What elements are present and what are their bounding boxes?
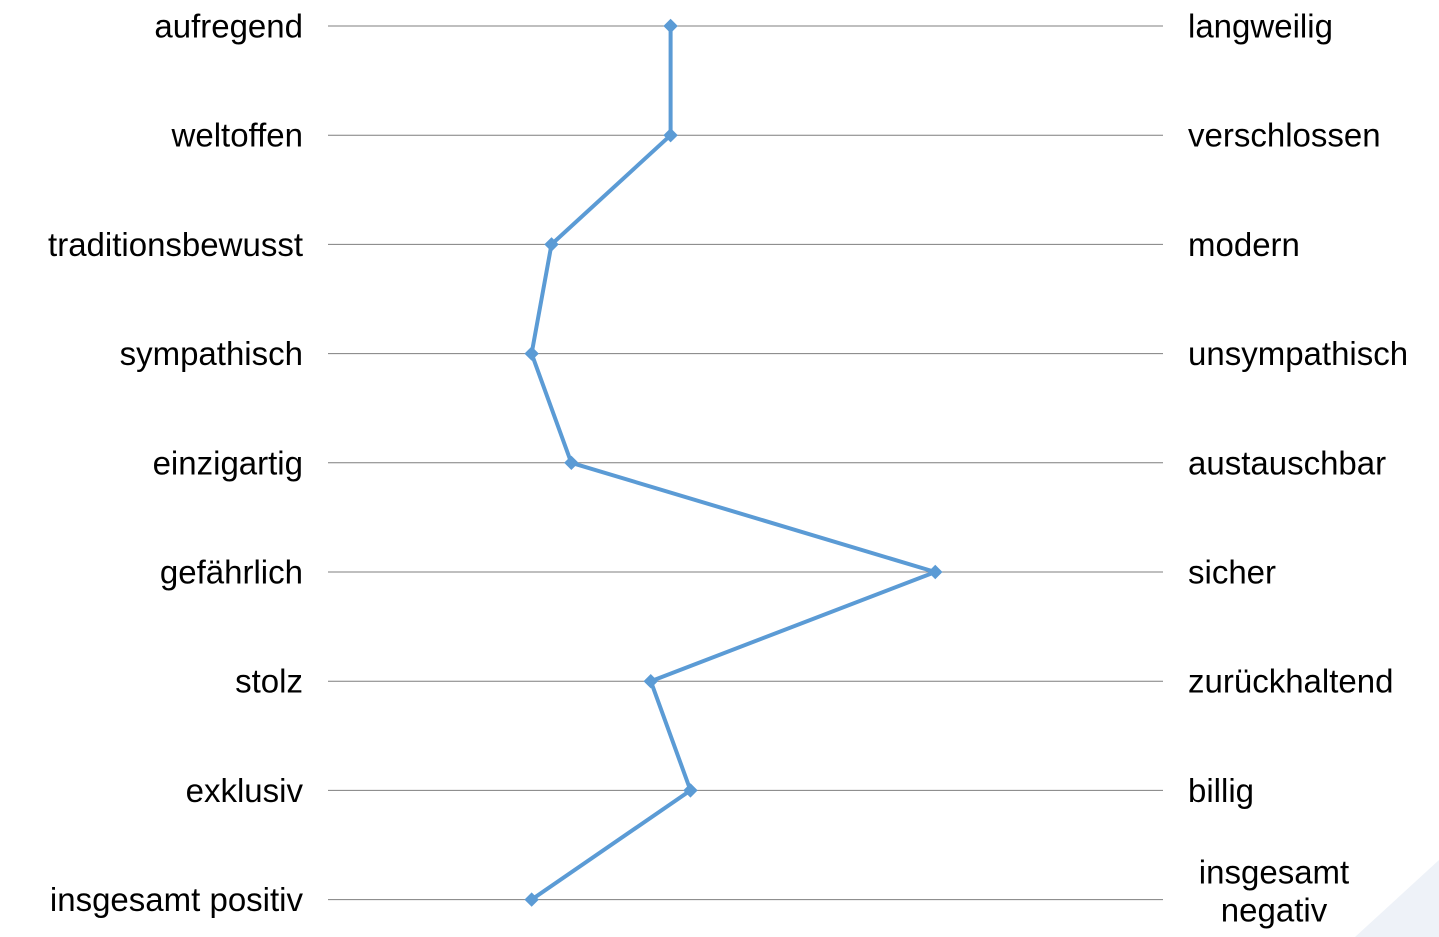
- right-pole-label: modern: [1188, 226, 1300, 263]
- left-pole-label: einzigartig: [153, 444, 303, 481]
- right-pole-label: langweilig: [1188, 8, 1333, 45]
- right-pole-labels: langweilig verschlossen modern unsympathisc…: [1188, 8, 1408, 929]
- right-pole-label: austauschbar: [1188, 444, 1386, 481]
- data-point-marker: [643, 673, 658, 689]
- left-pole-label: gefährlich: [160, 554, 303, 591]
- scale-lines: [328, 25, 1163, 901]
- right-pole-label: sicher: [1188, 554, 1276, 591]
- corner-decoration: [1355, 860, 1439, 937]
- data-point-marker: [544, 237, 559, 252]
- left-pole-label: weltoffen: [171, 117, 303, 154]
- data-point-marker: [928, 564, 943, 580]
- right-pole-label-line: insgesamt: [1199, 854, 1349, 891]
- left-pole-label: traditionsbewusst: [48, 226, 303, 263]
- data-point-marker: [663, 127, 678, 143]
- profile-series: [524, 18, 943, 907]
- left-pole-label: exklusiv: [186, 772, 304, 809]
- data-point-marker: [683, 783, 698, 798]
- data-point-marker: [564, 455, 579, 471]
- data-point-marker: [663, 18, 678, 34]
- right-pole-label: unsympathisch: [1188, 335, 1408, 372]
- right-pole-label-line: negativ: [1221, 892, 1328, 929]
- left-pole-label: sympathisch: [120, 335, 303, 372]
- right-pole-label: billig: [1188, 772, 1254, 809]
- left-pole-labels: aufregend weltoffen traditionsbewusst sympa…: [48, 8, 303, 919]
- right-pole-label: insgesamt negativ: [1199, 854, 1349, 929]
- data-point-marker: [524, 346, 539, 361]
- data-point-marker: [524, 892, 539, 907]
- right-pole-label: zurückhaltend: [1188, 663, 1393, 700]
- right-pole-label: verschlossen: [1188, 117, 1381, 154]
- left-pole-label: stolz: [235, 663, 303, 700]
- left-pole-label: insgesamt positiv: [50, 881, 304, 918]
- left-pole-label: aufregend: [154, 8, 303, 45]
